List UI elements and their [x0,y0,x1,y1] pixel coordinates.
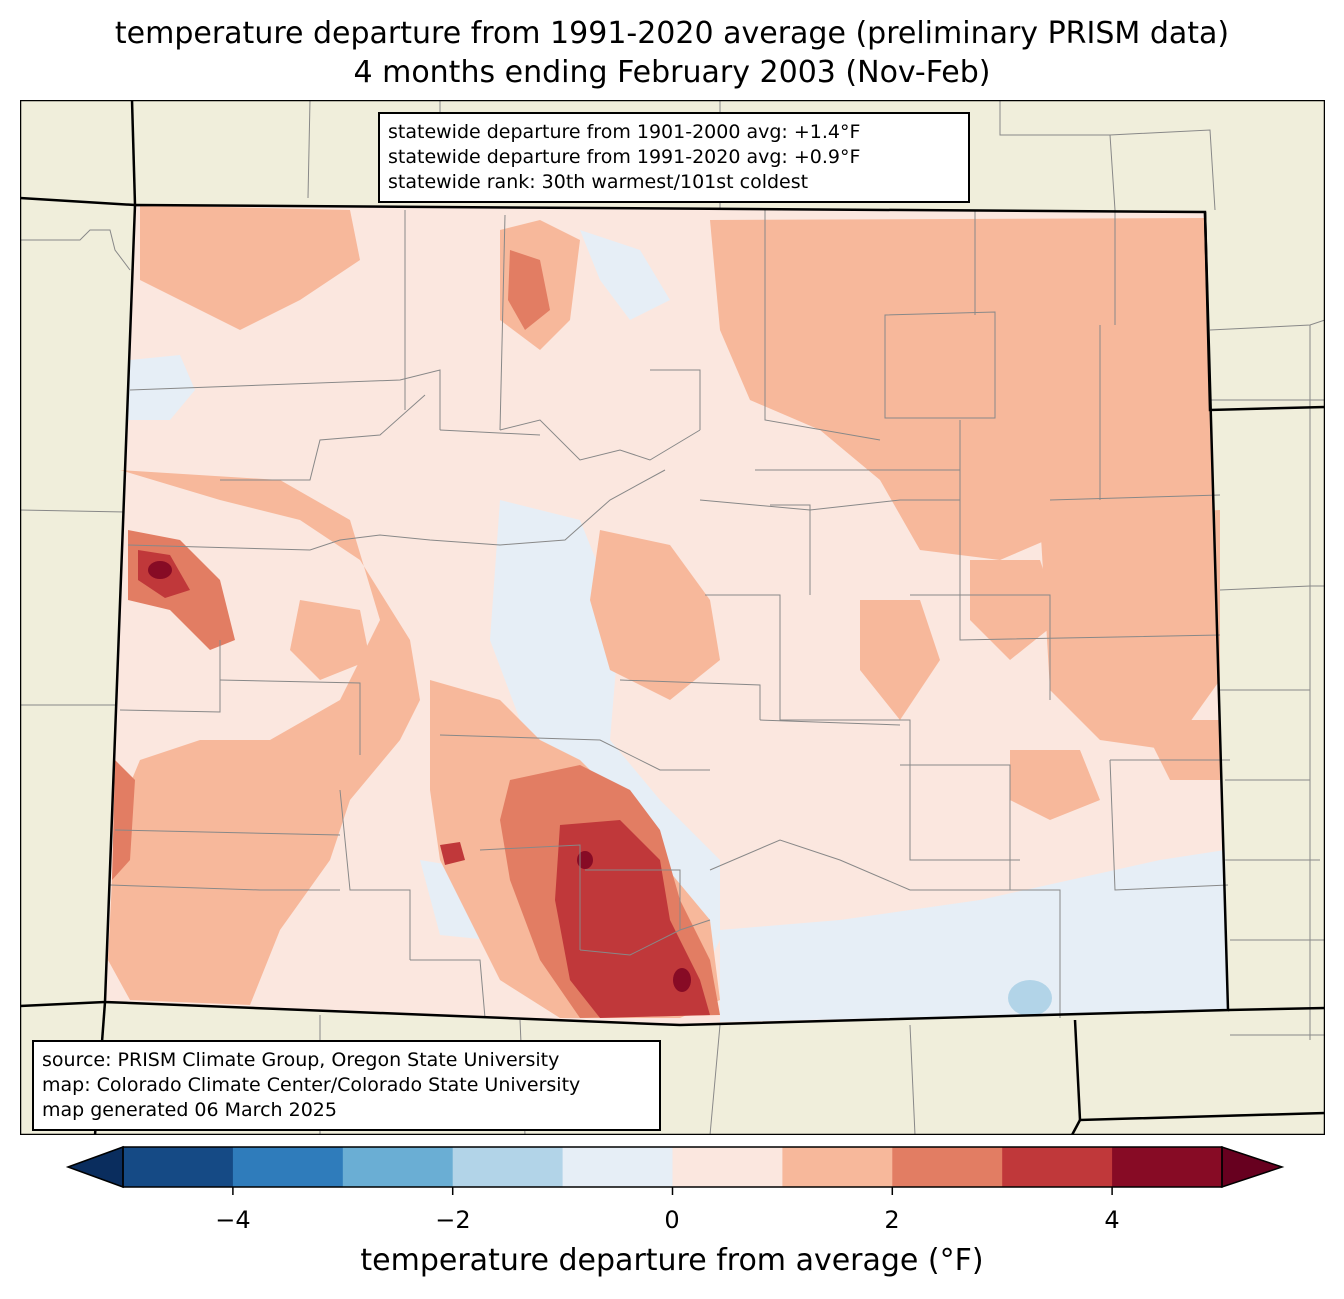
county-lines [109,210,1230,1019]
colorbar-over-arrow [1221,1145,1285,1189]
stat-line-1: statewide departure from 1901-2000 avg: … [388,121,861,143]
colorbar-segment [1002,1147,1113,1187]
stat-line-2: statewide departure from 1991-2020 avg: … [388,146,861,168]
colorbar-segment [782,1147,893,1187]
cool-spot [1008,980,1052,1016]
colorbar-under-arrow [65,1145,124,1189]
colorbar-segment [672,1147,783,1187]
colorbar-segment [892,1147,1003,1187]
colorbar-tick-label: 0 [664,1206,680,1234]
chart-title: temperature departure from 1991-2020 ave… [114,16,1230,51]
colorbar-segment [232,1147,344,1187]
colorbar-tick-label: 4 [1104,1206,1120,1234]
statewide-stats-box: statewide departure from 1901-2000 avg: … [378,112,970,203]
colorbar-segment [452,1147,564,1187]
colorbar-segment [123,1147,234,1187]
colorbar-segment [562,1147,673,1187]
colorbar-label: temperature departure from average (°F) [360,1243,984,1278]
source-line-1: source: PRISM Climate Group, Oregon Stat… [42,1049,560,1071]
colorbar-tick-label: −4 [215,1206,251,1234]
chart-subtitle: 4 months ending February 2003 (Nov-Feb) [353,55,991,90]
source-box: source: PRISM Climate Group, Oregon Stat… [32,1040,661,1131]
colorbar-tick-label: 2 [884,1206,900,1234]
colorbar [65,1145,1285,1195]
stat-line-3: statewide rank: 30th warmest/101st colde… [388,171,809,193]
colorbar-segment [342,1147,454,1187]
colorado-temperature-map [20,100,1325,1135]
extreme-warm-spots [148,561,691,992]
source-line-3: map generated 06 March 2025 [42,1099,337,1121]
colorbar-segment [1112,1147,1223,1187]
source-line-2: map: Colorado Climate Center/Colorado St… [42,1074,581,1096]
map-frame [20,100,1325,1135]
colorado-border [103,203,1230,1027]
colorbar-tick-label: −2 [435,1206,471,1234]
